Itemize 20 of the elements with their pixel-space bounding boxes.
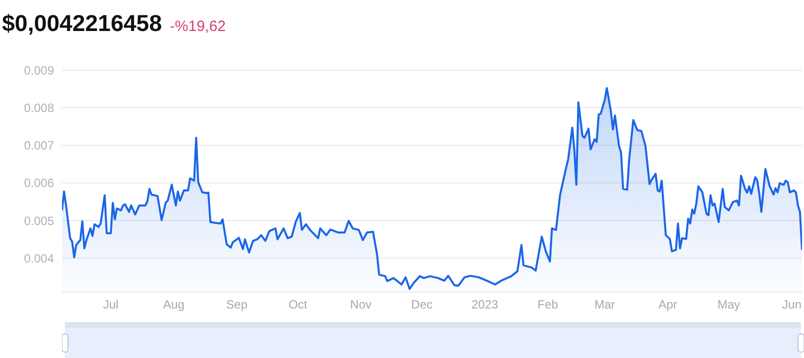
x-tick-label: Sep [226, 298, 248, 312]
y-tick-label: 0.006 [24, 176, 54, 190]
x-tick-label: Nov [350, 298, 372, 312]
chart-title: $0,0042216458 [2, 10, 162, 37]
x-tick-label: Aug [163, 298, 184, 312]
chart-subtitle: -%19,62 [170, 18, 226, 35]
y-tick-label: 0.008 [24, 100, 54, 115]
y-tick-label: 0.004 [24, 251, 54, 266]
y-tick-label: 0.005 [24, 214, 54, 228]
x-tick-label: Jun [782, 298, 802, 312]
x-tick-label: May [717, 298, 740, 312]
y-tick-label: 0.007 [24, 138, 54, 153]
x-tick-label: Feb [538, 298, 559, 312]
x-tick-label: Apr [658, 298, 678, 312]
x-tick-label: Oct [288, 298, 308, 312]
x-tick-label: Jul [103, 298, 118, 312]
x-tick-label: Mar [594, 298, 616, 312]
x-tick-label: Dec [411, 298, 433, 312]
x-tick-label: 2023 [472, 298, 499, 312]
y-tick-label: 0.009 [24, 63, 54, 78]
